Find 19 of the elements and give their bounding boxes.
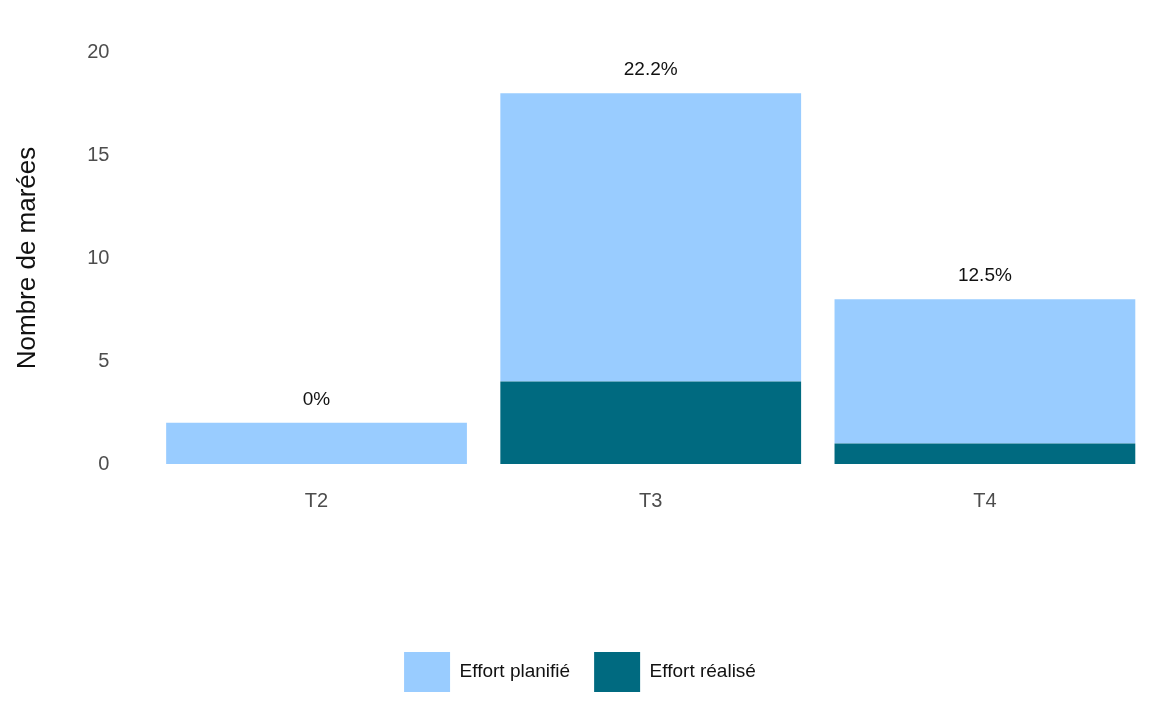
legend-label: Effort réalisé <box>649 660 756 682</box>
annotation: 12.5% <box>957 263 1012 285</box>
bar <box>834 299 1136 444</box>
y-tick-label: 10 <box>87 245 110 268</box>
bar <box>834 443 1136 464</box>
y-tick-label: 15 <box>87 142 110 165</box>
bar <box>500 381 802 464</box>
legend-label: Effort planifié <box>459 660 571 682</box>
annotation: 22.2% <box>623 57 678 79</box>
annotation: 0% <box>302 387 331 409</box>
x-tick-label: T3 <box>639 488 663 511</box>
y-tick-label: 5 <box>98 348 110 371</box>
bar <box>166 422 467 464</box>
x-tick-label: T2 <box>304 488 329 511</box>
y-tick-label: 20 <box>87 39 110 62</box>
x-tick-label: T4 <box>973 488 997 511</box>
y-tick-label: 0 <box>98 451 110 474</box>
y-axis-title: Nombre de marées <box>10 146 41 370</box>
bar <box>500 93 802 382</box>
